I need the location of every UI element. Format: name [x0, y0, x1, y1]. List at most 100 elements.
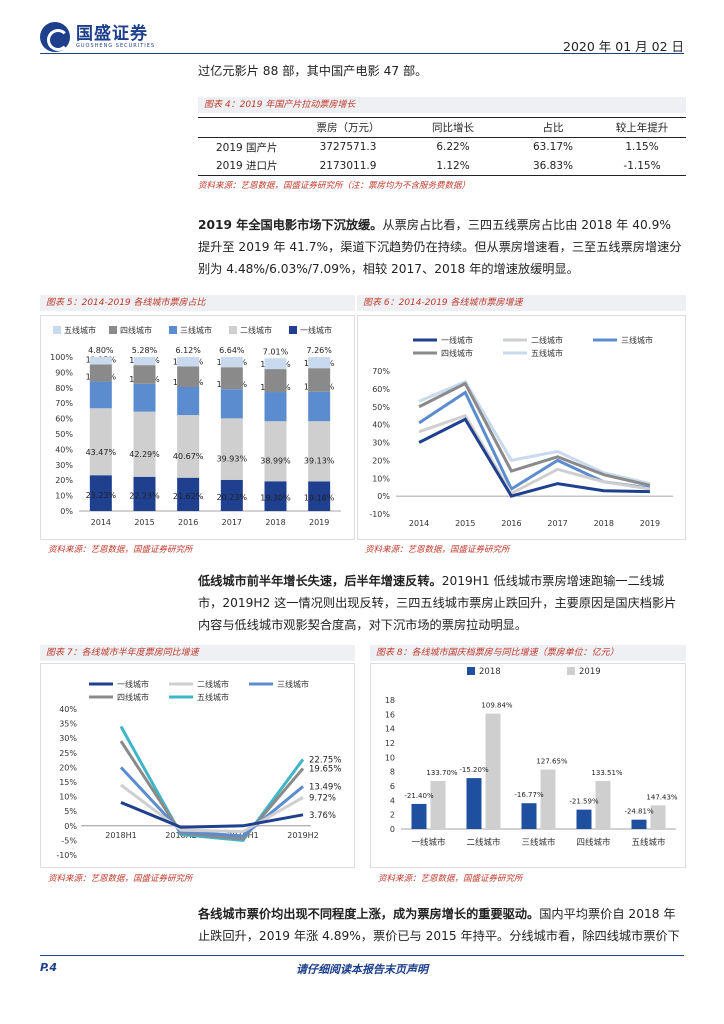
y-tick-label: 4	[390, 796, 395, 805]
legend-label: 四线城市	[120, 325, 152, 335]
bar-data-label: 21.62%	[173, 492, 204, 501]
y-tick-label: 90%	[55, 368, 73, 377]
bar-segment	[264, 481, 287, 511]
legend-label: 三线城市	[180, 325, 212, 335]
x-tick-label: 五线城市	[631, 837, 666, 848]
x-tick-label: 2018	[594, 519, 614, 528]
bar-segment	[220, 479, 243, 511]
table-cell: 2173011.9	[298, 156, 398, 176]
y-tick-label: 0%	[64, 822, 77, 831]
paragraph-3-lead: 各线城市票价均出现不同程度上涨，成为票房增长的重要驱动。	[198, 907, 540, 921]
legend-label: 一线城市	[300, 325, 332, 335]
legend-label: 四线城市	[441, 348, 473, 358]
fig6-chart-frame: 一线城市 二线城市 三线城市 四线城市 五线城市 -10% 0% 10% 20% 30% 40% 50…	[357, 315, 686, 540]
table-cell: 3727571.3	[319, 141, 377, 154]
bar-segment	[308, 481, 331, 511]
footer-disclaimer: 请仔细阅读本报告末页声明	[296, 963, 428, 976]
bar-segment	[264, 392, 287, 422]
legend-label: 一线城市	[441, 335, 473, 345]
legend-label: 二线城市	[240, 325, 272, 335]
bar-data-label: -21.40%	[404, 792, 434, 800]
logo-icon	[40, 22, 70, 52]
fig7-chart-frame: 一线城市 二线城市 三线城市 四线城市 五线城市 -10% -5% 0% 5% 10% 15% 20%…	[40, 663, 355, 868]
paragraph-3: 各线城市票价均出现不同程度上涨，成为票房增长的重要驱动。国内平均票价自 2018…	[198, 903, 686, 947]
bar-data-label: 6.64%	[219, 346, 245, 355]
table-header-cell: 同比增长	[398, 117, 508, 138]
bar-segment	[89, 364, 112, 382]
x-tick-label: 2019	[640, 519, 660, 528]
bar-data-label: 38.99%	[260, 456, 291, 465]
legend-label: 二线城市	[531, 335, 563, 345]
bar-data-label: 43.47%	[86, 448, 117, 457]
legend-label: 一线城市	[117, 679, 149, 689]
bar-segment	[177, 415, 200, 478]
bar-2018	[576, 809, 592, 829]
table-cell: 63.17%	[532, 141, 574, 154]
y-tick-label: 70%	[55, 399, 73, 408]
y-tick-label: 40%	[59, 705, 77, 714]
x-tick-label: 2017	[222, 518, 242, 527]
series-line	[418, 413, 651, 496]
bar-data-label: 39.93%	[217, 454, 248, 463]
bar-data-label: 19.30%	[260, 494, 291, 503]
bar-segment	[177, 366, 200, 388]
x-tick-label: 2018H1	[105, 831, 136, 840]
end-data-label: 9.72%	[309, 793, 336, 803]
table4: 票房（万元） 同比增长 占比 较上年提升 2019 国产片 3727571.3 …	[198, 117, 686, 176]
end-data-label: 13.49%	[309, 782, 341, 792]
table-cell: -1.15%	[598, 156, 686, 176]
series-line	[120, 783, 304, 834]
bar-data-label: 127.65%	[536, 758, 567, 766]
bar-data-label: 40.67%	[173, 452, 204, 461]
x-tick-label: 2015	[134, 518, 154, 527]
x-tick-label: 一线城市	[411, 837, 446, 848]
header-divider	[40, 53, 684, 54]
y-tick-label: 10	[385, 753, 395, 762]
y-tick-label: 50%	[55, 430, 73, 439]
bar-data-label: 6.12%	[175, 346, 201, 355]
bar-segment	[308, 368, 331, 392]
y-tick-label: 0%	[60, 507, 73, 516]
bar-data-label: -15.20%	[459, 766, 489, 774]
bar-data-label: 4.80%	[88, 346, 114, 355]
footer-divider	[40, 955, 684, 956]
bar-segment	[264, 421, 287, 482]
bar-segment	[177, 387, 200, 416]
table-row: 2019 进口片 2173011.9 1.12% 36.83% -1.15%	[198, 156, 686, 176]
table-header-cell: 票房（万元）	[298, 117, 398, 138]
fig7-title: 图表 7：各线城市半年度票房同比增速	[40, 645, 355, 661]
fig8-chart-frame: 2018 2019 0 2 4 6 8 10 12 14 16 18 -21.40% 133.70% 一线城…	[370, 663, 686, 868]
legend-swatch	[169, 326, 177, 334]
y-tick-label: -5%	[61, 836, 77, 845]
bar-segment	[89, 475, 112, 511]
legend-label: 三线城市	[621, 335, 653, 345]
table-cell: 1.12%	[398, 156, 508, 176]
table4-title: 图表 4：2019 年国产片拉动票房增长	[198, 97, 686, 113]
bar-data-label: 19.16%	[304, 494, 335, 503]
bar-2019	[485, 713, 501, 829]
bar-data-label: 20.23%	[217, 493, 248, 502]
bar-data-label: 22.23%	[129, 492, 160, 501]
y-tick-label: 10%	[55, 492, 73, 501]
y-tick-label: 10%	[372, 474, 390, 483]
legend-label: 五线城市	[531, 348, 563, 358]
bar-2018	[631, 819, 647, 829]
fig8-title: 图表 8：各线城市国庆档票房与同比增速（票房单位：亿元）	[370, 645, 686, 661]
paragraph-1: 2019 年全国电影市场下沉放缓。从票房占比看，三四五线票房占比由 2018 年…	[198, 214, 686, 280]
fig7-source: 资料来源：艺恩数据，国盛证券研究所	[48, 874, 193, 884]
y-tick-label: 2	[390, 811, 395, 820]
bar-segment	[133, 383, 156, 412]
bar-segment	[220, 418, 243, 480]
bar-data-label: 133.51%	[591, 769, 622, 777]
series-line	[119, 740, 305, 841]
table-header-cell: 较上年提升	[598, 117, 686, 138]
legend-label: 四线城市	[117, 692, 149, 702]
table-cell: 6.22%	[436, 141, 470, 154]
x-tick-label: 2016	[178, 518, 198, 527]
bar-data-label: 5.28%	[132, 346, 158, 355]
series-line	[119, 766, 304, 838]
legend-label: 五线城市	[64, 325, 96, 335]
bar-segment	[220, 389, 243, 419]
